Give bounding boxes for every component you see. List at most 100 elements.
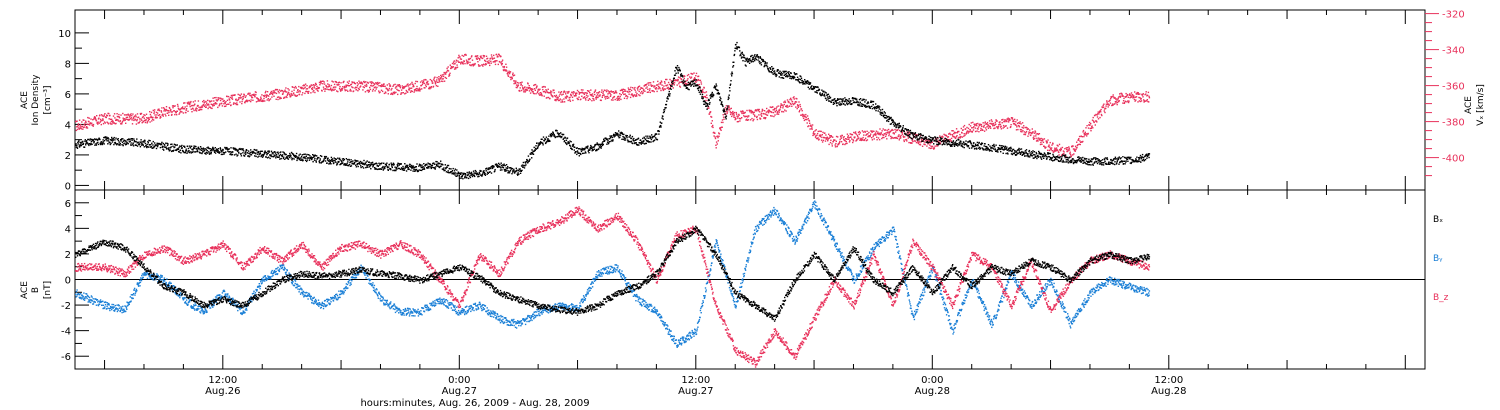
density-point [628,141,631,143]
density-point [603,140,606,142]
vx-point [95,119,97,121]
density-point [108,138,110,140]
density-point [351,161,353,163]
vx-point [482,54,484,57]
density-point [489,171,491,173]
density-point [118,143,121,145]
density-point [662,115,664,118]
vx-point [553,95,556,97]
density-point [84,139,86,141]
vx-point [238,94,241,96]
vx-point [638,90,640,93]
density-point [699,87,701,89]
vx-point [549,91,551,94]
vx-point [1111,103,1114,105]
vx-point [231,98,234,100]
density-point [99,138,101,141]
density-point [233,154,236,156]
vx-point [268,99,270,102]
vx-point [397,85,400,87]
vx-point [164,113,166,115]
density-point [286,156,288,158]
vx-point [440,77,442,79]
vx-point [716,143,718,145]
vx-point [886,129,888,131]
vx-point [1040,137,1042,140]
vx-point [826,136,828,138]
vx-point [851,138,853,140]
density-point [98,137,100,139]
density-point [751,54,753,57]
vx-point [163,107,165,109]
vx-point [368,90,370,92]
density-point [156,144,158,146]
vx-point [388,83,390,85]
density-point [411,165,413,167]
vx-point [1129,94,1132,96]
vx-point [198,106,200,108]
vx-point [481,64,483,66]
vx-point [825,134,827,136]
density-point [376,163,378,165]
vx-point [422,82,424,84]
density-point [206,151,208,154]
vx-point [967,130,969,132]
vx-point [961,132,963,134]
vx-point [536,85,538,87]
density-point [481,175,483,177]
vx-point [545,89,547,91]
density-point [306,159,309,161]
vx-point [447,70,450,72]
vx-point [845,138,848,140]
vx-point [963,124,966,127]
density-point [740,52,742,54]
vx-point [356,85,359,87]
vx-point [799,103,801,106]
density-point [195,145,197,148]
density-point [341,158,344,160]
vx-point [634,86,636,89]
vx-point [598,95,600,97]
density-point [171,150,174,152]
density-point [308,159,311,161]
vx-point [183,102,185,104]
vx-point [397,93,399,96]
density-point [528,160,530,162]
vx-point [632,95,635,98]
density-point [221,150,223,152]
density-point [609,135,611,137]
vx-point [474,62,476,65]
vx-point [478,65,480,67]
vx-point [217,98,220,101]
vx-point [626,97,628,100]
vx-point [303,87,305,89]
vx-point [712,126,714,129]
density-point [246,152,249,154]
density-point [675,72,677,74]
vx-point [397,89,399,91]
density-point [654,134,656,137]
density-point [755,58,757,61]
vx-point [638,85,641,87]
vx-point [670,80,673,82]
vx-point [221,98,223,100]
vx-point [257,100,259,102]
vx-point [210,103,212,105]
vx-point [369,88,372,91]
vx-point [718,135,720,137]
density-point [271,155,273,158]
vx-point [858,130,861,133]
vx-point [1110,96,1113,99]
density-point [617,135,620,137]
density-point [112,139,114,142]
vx-point [235,98,237,100]
vx-point [402,92,405,94]
density-point [314,157,316,160]
vx-point [717,136,719,139]
vx-point [694,77,696,79]
vx-point [620,98,622,101]
vx-point [409,91,412,93]
vx-point [327,86,329,88]
vx-point [190,100,192,103]
vx-point [550,93,552,95]
